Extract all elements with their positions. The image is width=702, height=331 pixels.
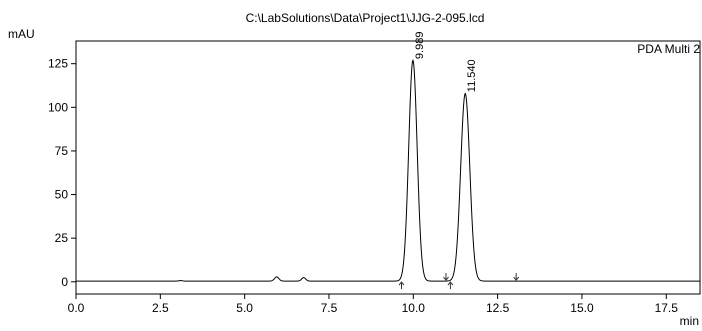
x-tick-label: 17.5 — [655, 301, 679, 315]
legend-channel-label: PDA Multi 2 — [637, 42, 700, 56]
integration-marker — [443, 273, 449, 281]
y-tick-label: 25 — [55, 231, 69, 245]
x-axis-unit-label: min — [680, 314, 699, 328]
y-tick-label: 125 — [48, 57, 68, 71]
peak-labels: 9.989 11.540 — [414, 32, 478, 93]
x-tick-label: 0.0 — [68, 301, 85, 315]
integration-marks — [398, 273, 520, 290]
integration-marker — [447, 281, 454, 290]
plot-frame — [75, 40, 701, 295]
y-tick-label: 100 — [48, 100, 68, 114]
y-tick-label: 0 — [61, 275, 68, 289]
chromatogram-trace — [76, 59, 700, 282]
peak-retention-time-label: 11.540 — [466, 59, 478, 92]
peak-retention-time-label: 9.989 — [414, 32, 426, 60]
x-axis: 0.0 2.5 5.0 7.5 10.0 12.5 15.0 17.5 — [68, 294, 679, 315]
x-tick-label: 15.0 — [570, 301, 594, 315]
chart-title: C:\LabSolutions\Data\Project1\JJG-2-095.… — [246, 11, 485, 25]
integration-marker — [398, 281, 405, 290]
x-tick-label: 2.5 — [152, 301, 169, 315]
y-axis: 0 25 50 75 100 125 — [48, 57, 76, 289]
y-tick-label: 75 — [55, 144, 69, 158]
integration-marker — [513, 273, 520, 281]
x-tick-label: 7.5 — [321, 301, 338, 315]
x-tick-label: 10.0 — [402, 301, 426, 315]
y-tick-label: 50 — [55, 188, 69, 202]
x-tick-label: 5.0 — [236, 301, 253, 315]
y-axis-unit-label: mAU — [8, 27, 35, 41]
x-tick-label: 12.5 — [486, 301, 510, 315]
